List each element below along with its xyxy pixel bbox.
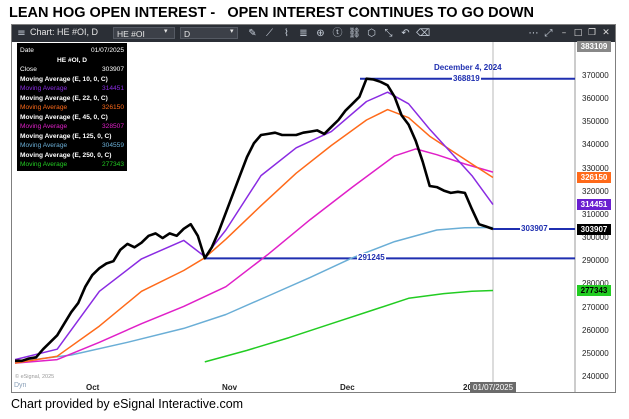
symbol-input[interactable]: HE #OI <box>113 27 175 39</box>
date-annotation: December 4, 2024 <box>434 63 502 72</box>
price-tag: 303907 <box>577 223 611 235</box>
restore-icon[interactable]: ❐ <box>587 28 597 38</box>
legend-date-label: Date <box>20 47 34 54</box>
fib-tool-icon[interactable]: ≣ <box>299 28 308 39</box>
legend-date-value: 01/07/2025 <box>90 47 124 54</box>
price-tag: 277343 <box>577 285 611 297</box>
interval-input[interactable]: D <box>180 27 238 39</box>
line-tool-icon[interactable]: ⟋ <box>266 28 273 39</box>
ruler-icon[interactable]: ⤡ <box>384 28 393 39</box>
legend-ma-label: Moving Average <box>20 85 68 92</box>
y-tick-label: 270000 <box>582 302 609 312</box>
price-tag: 383109 <box>577 40 611 52</box>
series-line <box>14 91 494 361</box>
text-tool-icon[interactable]: ⓣ <box>332 28 343 39</box>
legend-ma-header: Moving Average (E, 250, 0, C) <box>20 151 124 161</box>
data-window: Date 01/07/2025 HE #OI, D Close 303907 M… <box>17 43 127 171</box>
y-tick-label: 240000 <box>582 372 609 381</box>
legend-ma-label: Moving Average (E, 22, 0, C) <box>20 94 108 102</box>
legend-ma-header: Moving Average (E, 125, 0, C) <box>20 132 124 142</box>
y-tick-label: 310000 <box>582 209 609 219</box>
y-tick-label: 300000 <box>582 233 609 243</box>
legend-ma-header: Moving Average (E, 22, 0, C) <box>20 94 124 104</box>
level-label: 291245 <box>357 253 386 263</box>
legend-ma-value-row: Moving Average 326150 <box>20 103 124 113</box>
y-tick-label: 330000 <box>582 163 609 173</box>
draw-tool-icon[interactable]: ✎ <box>248 28 257 39</box>
series-line <box>204 289 494 363</box>
series-line <box>14 148 494 364</box>
interval-dropdown-icon[interactable]: ▾ <box>230 28 234 35</box>
price-tag: 326150 <box>577 172 611 184</box>
level-label: 368819 <box>452 73 481 83</box>
legend-ma-value-row: Moving Average 277343 <box>20 160 124 170</box>
y-tick-label: 370000 <box>582 71 609 80</box>
link-icon[interactable]: ⛓ <box>348 28 361 39</box>
undo-icon[interactable]: ↶ <box>401 28 410 39</box>
legend-ma-value: 277343 <box>101 161 124 168</box>
shapes-icon[interactable]: ⬡ <box>367 28 376 39</box>
maximize-icon[interactable]: □ <box>573 28 583 38</box>
x-tick-label: Nov <box>222 383 238 392</box>
legend-ma-label: Moving Average <box>20 161 68 168</box>
legend-ma-rows: Moving Average (E, 10, 0, C) Moving Avera… <box>20 75 124 170</box>
minimize-icon[interactable]: – <box>561 28 567 38</box>
legend-close-label: Close <box>20 66 37 73</box>
legend-ma-value: 328507 <box>101 123 124 130</box>
legend-date-row: Date 01/07/2025 <box>20 46 124 56</box>
y-tick-label: 320000 <box>582 186 609 196</box>
legend-ma-value: 326150 <box>101 104 124 111</box>
legend-ma-value-row: Moving Average 328507 <box>20 122 124 132</box>
legend-ma-value: 304559 <box>101 142 124 149</box>
brush-tool-icon[interactable]: ⌇ <box>284 28 289 39</box>
symbol-dropdown-icon[interactable]: ▾ <box>164 28 168 35</box>
series-line <box>15 77 494 363</box>
legend-ma-header: Moving Average (E, 10, 0, C) <box>20 75 124 85</box>
eraser-icon[interactable]: ⌫ <box>416 28 431 39</box>
y-tick-label: 260000 <box>582 325 609 335</box>
legend-close-value: 303907 <box>101 66 124 73</box>
y-tick-label: 290000 <box>582 256 609 266</box>
legend-ma-label: Moving Average (E, 10, 0, C) <box>20 75 108 83</box>
level-label: 303907 <box>520 224 549 234</box>
legend-ma-label: Moving Average <box>20 123 68 130</box>
hamburger-icon[interactable]: ≡ <box>17 28 26 39</box>
measure-tool-icon[interactable]: ⊕ <box>316 28 325 39</box>
y-tick-label: 280000 <box>582 279 609 289</box>
chart-toolbar: ≡ Chart: HE #OI, D HE #OI ▾ D ▾ ✎ ⟋ ⌇ ≣ … <box>12 25 615 42</box>
more-icon[interactable]: ⋯ <box>528 28 539 39</box>
page-title: LEAN HOG OPEN INTEREST - OPEN INTEREST C… <box>9 5 534 21</box>
chart-window[interactable]: ≡ Chart: HE #OI, D HE #OI ▾ D ▾ ✎ ⟋ ⌇ ≣ … <box>11 24 616 393</box>
legend-close-row: Close 303907 <box>20 65 124 75</box>
series-line <box>14 108 494 364</box>
watermark: © eSignal, 2025 <box>15 374 55 380</box>
x-tick-label: Oct <box>86 383 100 392</box>
expand-icon[interactable]: ⤢ <box>544 28 553 39</box>
legend-ma-value-row: Moving Average 314451 <box>20 84 124 94</box>
y-tick-label: 250000 <box>582 348 609 358</box>
close-icon[interactable]: ✕ <box>602 28 610 38</box>
series-line <box>14 226 494 363</box>
legend-ma-label: Moving Average <box>20 142 68 149</box>
chart-label: Chart: HE #OI, D <box>30 27 99 37</box>
legend-ma-label: Moving Average (E, 125, 0, C) <box>20 132 112 140</box>
y-tick-label: 350000 <box>582 117 609 127</box>
legend-ma-label: Moving Average <box>20 104 68 111</box>
legend-ma-value-row: Moving Average 304559 <box>20 141 124 151</box>
chart-credit: Chart provided by eSignal Interactive.co… <box>11 397 244 411</box>
y-tick-label: 360000 <box>582 94 609 104</box>
legend-ma-label: Moving Average (E, 45, 0, C) <box>20 113 108 121</box>
legend-ma-header: Moving Average (E, 45, 0, C) <box>20 113 124 123</box>
x-tick-label: Dec <box>340 383 355 392</box>
legend-ma-label: Moving Average (E, 250, 0, C) <box>20 151 112 159</box>
x-tick-label: 20 <box>463 383 472 392</box>
dyn-label[interactable]: Dyn <box>14 382 27 389</box>
price-tag: 314451 <box>577 199 611 211</box>
legend-ma-value: 314451 <box>101 85 124 92</box>
legend-symbol-header: HE #OI, D <box>56 56 88 64</box>
date-tag: 01/07/2025 <box>470 382 517 393</box>
y-tick-label: 340000 <box>582 140 609 150</box>
